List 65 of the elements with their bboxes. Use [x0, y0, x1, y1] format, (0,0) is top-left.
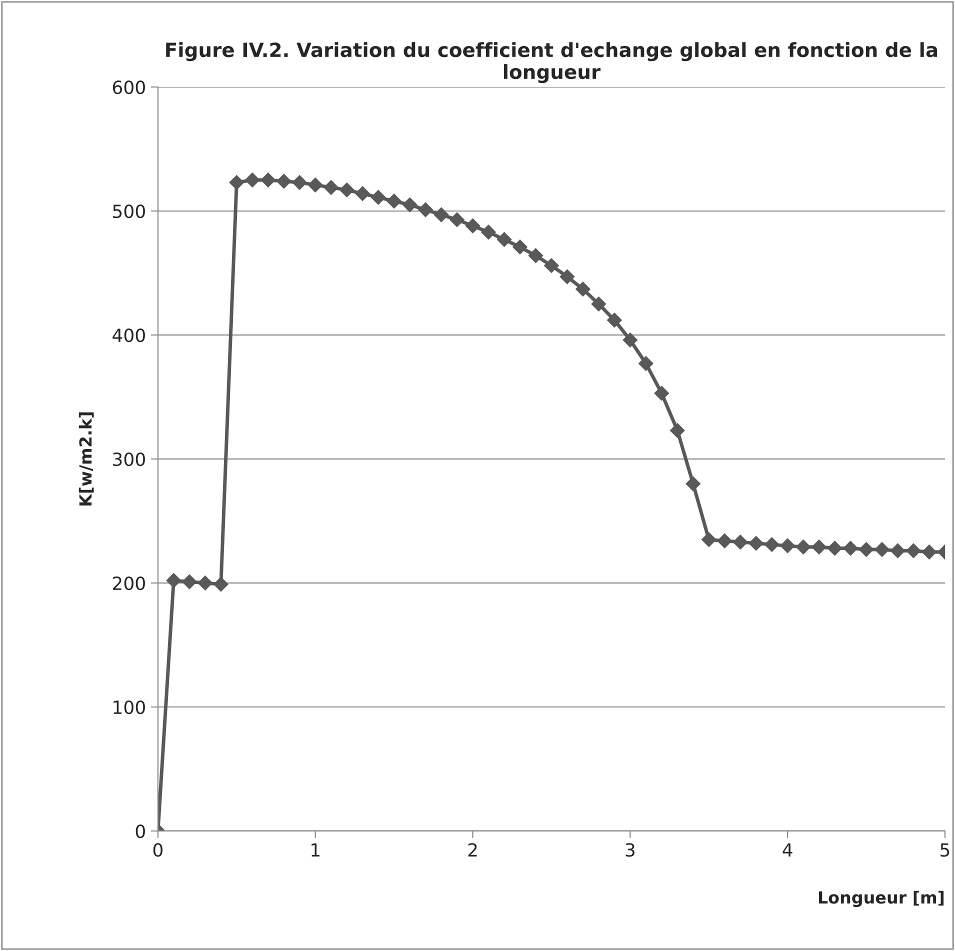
point — [843, 540, 858, 556]
point — [214, 576, 228, 592]
point — [324, 180, 338, 195]
point — [591, 296, 606, 312]
point — [450, 212, 464, 228]
point — [906, 543, 921, 558]
point — [858, 542, 874, 557]
point — [827, 540, 842, 556]
point — [355, 186, 370, 202]
point — [339, 182, 354, 198]
y-tick-label: 200 — [113, 576, 145, 590]
point — [292, 175, 308, 190]
point — [890, 543, 906, 558]
point — [764, 537, 780, 552]
y-tick-label: 100 — [114, 700, 145, 714]
point — [576, 282, 590, 297]
y-tick-label: 500 — [113, 204, 145, 218]
point — [732, 534, 748, 550]
point — [245, 172, 260, 188]
point — [229, 175, 244, 190]
x-tick-label: 2 — [468, 843, 477, 857]
point — [717, 533, 732, 548]
point — [748, 536, 764, 551]
point — [701, 532, 716, 547]
point — [402, 197, 418, 212]
point — [528, 248, 544, 264]
point — [386, 194, 402, 208]
point — [370, 190, 386, 205]
point — [481, 224, 496, 240]
point — [560, 269, 575, 284]
y-tick-label: 400 — [112, 328, 145, 342]
point — [874, 542, 890, 557]
point — [260, 172, 276, 188]
point — [418, 202, 433, 218]
point — [622, 332, 638, 348]
point — [812, 540, 826, 554]
point — [512, 240, 528, 254]
x-tick-label: 5 — [940, 843, 950, 857]
x-tick-label: 3 — [626, 843, 634, 857]
point — [308, 178, 323, 192]
y-tick-label: 0 — [136, 824, 145, 838]
point — [638, 356, 654, 371]
point — [544, 258, 559, 273]
point — [496, 232, 512, 247]
point — [276, 174, 292, 189]
point — [465, 218, 480, 234]
point — [654, 386, 670, 401]
x-tick-label: 1 — [312, 843, 320, 857]
x-axis-title: Longueur [m] — [818, 890, 944, 908]
y-tick-label: 600 — [112, 80, 145, 94]
x-tick-label: 4 — [782, 843, 792, 857]
point — [198, 576, 213, 590]
point — [796, 540, 811, 554]
point — [780, 538, 795, 554]
point — [686, 476, 701, 492]
point — [182, 574, 197, 590]
y-tick-label: 300 — [113, 452, 145, 466]
chart-title: Figure IV.2. Variation du coefficient d'echange global en fonction de la longueur — [166, 42, 938, 84]
point — [922, 544, 937, 560]
y-axis-title: K[w/m2.k] — [78, 412, 94, 506]
point — [166, 573, 182, 588]
point — [434, 207, 449, 222]
x-tick-label: 0 — [153, 843, 162, 857]
point — [670, 423, 685, 438]
point — [607, 312, 622, 328]
